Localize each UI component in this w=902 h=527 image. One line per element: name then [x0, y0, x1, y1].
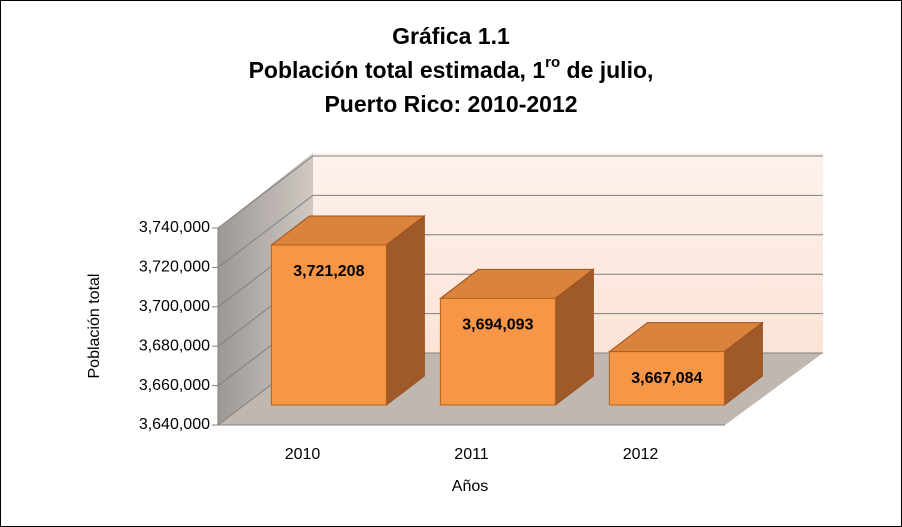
grid-line — [217, 155, 823, 229]
grid-line — [217, 194, 823, 268]
chart-title: Gráfica 1.1 — [392, 23, 510, 49]
y-tick-label: 3,640,000 — [139, 416, 210, 433]
x-tick-label: 2012 — [623, 446, 659, 463]
y-tick-label: 3,660,000 — [139, 377, 210, 394]
bar — [270, 244, 387, 406]
y-tick-label: 3,700,000 — [139, 298, 210, 315]
bar — [608, 351, 725, 406]
x-axis-label: Años — [452, 478, 488, 495]
y-tick-label: 3,720,000 — [139, 259, 210, 276]
bar — [439, 297, 556, 406]
title-superscript: ro — [545, 54, 560, 71]
y-tick-label: 3,740,000 — [139, 219, 210, 236]
data-label: 3,667,084 — [631, 370, 702, 387]
title-part: de julio, — [560, 57, 653, 83]
data-label: 3,721,208 — [293, 263, 364, 280]
data-label: 3,694,093 — [462, 317, 533, 334]
chart-title: Población total estimada, 1ro de julio, — [249, 54, 654, 83]
y-axis-label: Población total — [86, 274, 103, 379]
chart-title: Puerto Rico: 2010-2012 — [324, 91, 577, 117]
title-part: Población total estimada, 1 — [249, 57, 546, 83]
y-tick-label: 3,680,000 — [139, 337, 210, 354]
bar-side — [385, 215, 425, 407]
x-tick-label: 2010 — [285, 446, 321, 463]
x-tick-label: 2011 — [454, 446, 489, 463]
